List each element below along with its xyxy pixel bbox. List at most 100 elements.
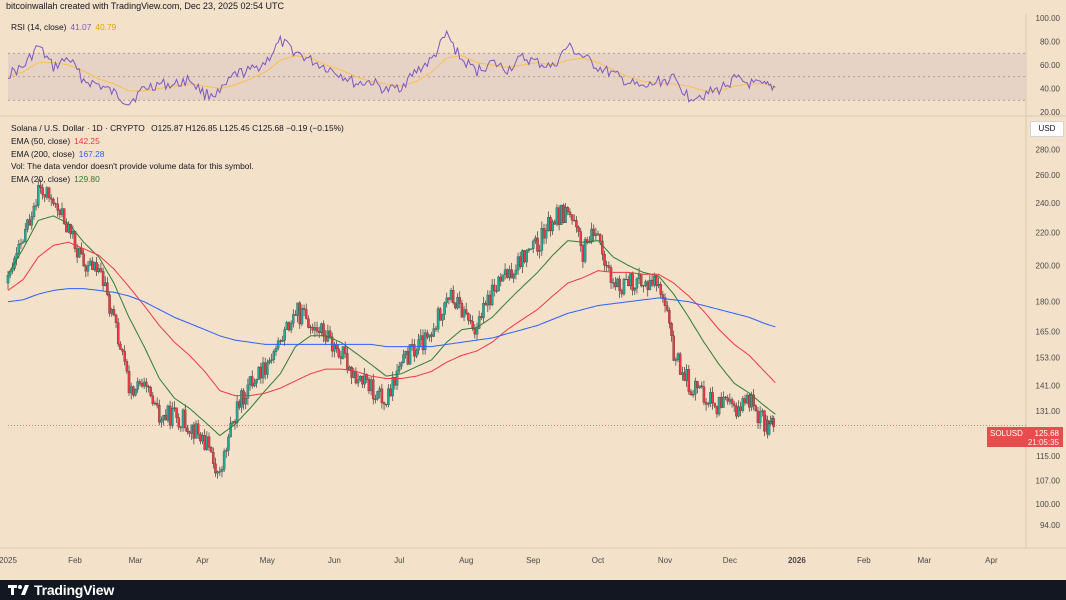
- candle: [188, 430, 191, 438]
- rsi-value: 41.07: [70, 22, 92, 32]
- price-tick-label: 141.00: [1036, 382, 1061, 391]
- candle: [292, 309, 295, 328]
- candle: [732, 400, 736, 413]
- candle-body: [661, 294, 665, 298]
- rsi-band: [8, 53, 1026, 101]
- candle: [175, 407, 178, 423]
- price-tick-label: 200.00: [1036, 261, 1061, 270]
- candle: [534, 235, 537, 245]
- candle-body: [772, 418, 775, 428]
- candle-body: [644, 281, 647, 286]
- candle-body: [192, 424, 196, 439]
- candle: [350, 365, 353, 384]
- candle: [97, 264, 101, 274]
- candle-body: [205, 436, 209, 450]
- candle-body: [341, 346, 345, 359]
- candle: [270, 353, 273, 364]
- candle: [633, 287, 637, 295]
- candle-body: [570, 214, 574, 221]
- candle-body: [75, 248, 79, 258]
- candle-body: [646, 281, 649, 290]
- candle-body: [116, 322, 120, 345]
- candle-body: [449, 290, 453, 300]
- candle-body: [523, 250, 526, 263]
- candle-body: [101, 271, 105, 287]
- tradingview-logo[interactable]: TradingView: [8, 582, 114, 598]
- candle-body: [750, 394, 753, 408]
- rsi-tick-label: 60.00: [1040, 61, 1061, 70]
- candle: [508, 265, 511, 281]
- candle-body: [11, 268, 14, 272]
- candle-body: [151, 395, 155, 405]
- candle-body: [402, 354, 405, 363]
- candle: [140, 378, 144, 388]
- candle: [246, 378, 250, 406]
- candle-body: [346, 353, 349, 371]
- price-tick-label: 131.00: [1036, 407, 1061, 416]
- candle: [540, 221, 544, 256]
- candle: [54, 202, 57, 209]
- price-tick-label: 260.00: [1036, 171, 1061, 180]
- candle: [296, 302, 299, 323]
- candle-body: [521, 250, 524, 267]
- candle: [352, 367, 356, 379]
- candle-body: [410, 344, 414, 346]
- candle: [456, 293, 459, 310]
- candle-body: [123, 351, 126, 362]
- candle-body: [160, 419, 163, 423]
- candle: [73, 231, 77, 253]
- candle: [155, 397, 159, 409]
- header-bar: bitcoinwallah created with TradingView.c…: [0, 0, 1066, 14]
- candle-body: [242, 390, 245, 405]
- candle-body: [112, 309, 116, 316]
- candle-body: [343, 346, 347, 354]
- candle-body: [575, 220, 578, 228]
- candle-body: [283, 329, 286, 341]
- candle-body: [41, 187, 44, 195]
- candle-body: [71, 231, 75, 235]
- rsi-legend: RSI (14, close) 41.07 40.79: [11, 22, 116, 32]
- candle-body: [136, 381, 139, 390]
- candle: [670, 321, 673, 342]
- candle-body: [302, 308, 306, 310]
- candle: [627, 275, 630, 287]
- candle-body: [121, 349, 124, 352]
- candle-body: [687, 368, 691, 392]
- candle-body: [99, 268, 103, 272]
- candle-body: [549, 217, 552, 232]
- candle-body: [728, 399, 732, 402]
- candle-body: [464, 309, 468, 314]
- candle: [205, 431, 209, 451]
- candle: [676, 352, 680, 363]
- candle-body: [384, 403, 388, 406]
- candle: [460, 299, 464, 318]
- currency-button[interactable]: USD: [1030, 121, 1064, 137]
- candle-body: [337, 348, 340, 357]
- candle-body: [443, 302, 446, 315]
- candle: [123, 345, 126, 366]
- candle: [41, 183, 44, 200]
- candle: [730, 397, 734, 408]
- candle: [624, 273, 628, 281]
- candle: [300, 304, 304, 327]
- candle: [499, 273, 503, 287]
- candle: [717, 396, 721, 417]
- candle: [434, 325, 438, 332]
- candle: [668, 307, 671, 329]
- candle-body: [715, 405, 719, 415]
- candle: [397, 361, 401, 374]
- candle: [745, 393, 749, 405]
- candle-body: [263, 362, 267, 375]
- candle-body: [436, 308, 440, 330]
- candle: [305, 303, 308, 320]
- candle: [497, 275, 500, 292]
- candle-body: [713, 402, 716, 407]
- candle-body: [672, 335, 675, 361]
- candle-body: [490, 284, 494, 306]
- candle: [47, 186, 51, 203]
- candle-body: [188, 431, 191, 434]
- candle-body: [573, 220, 576, 222]
- candle: [313, 321, 317, 338]
- candle-body: [186, 427, 189, 432]
